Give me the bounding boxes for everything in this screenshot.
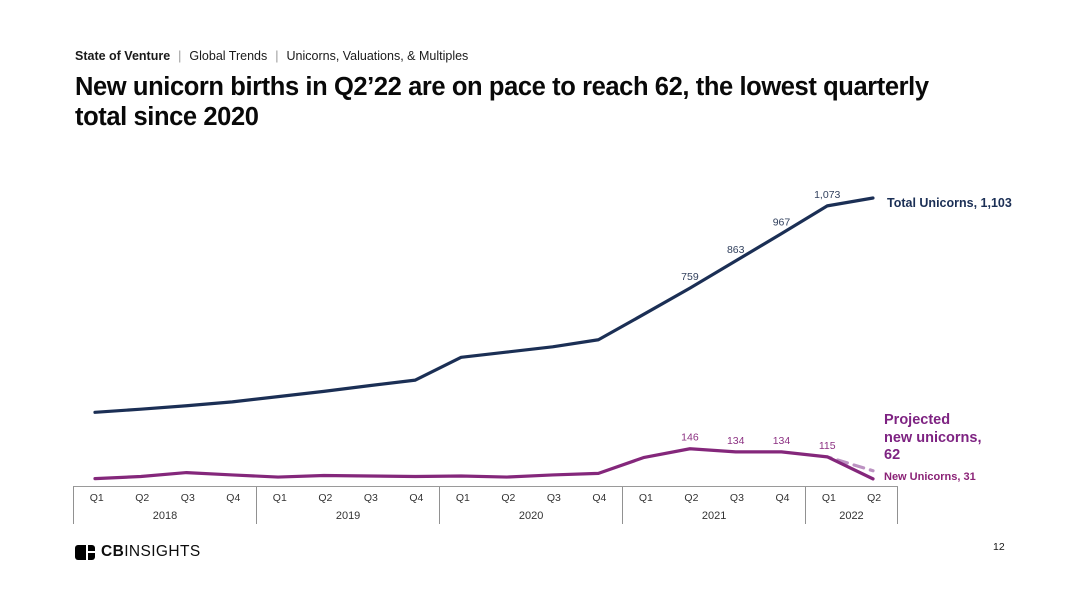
page-number: 12 <box>993 541 1005 553</box>
cbinsights-logo-text: CBINSIGHTS <box>101 543 201 561</box>
page-title: New unicorn births in Q2’22 are on pace … <box>75 72 929 132</box>
year-group-2019: Q1 Q2 Q3 Q4 2019 <box>257 487 441 524</box>
year-label: 2021 <box>701 510 727 522</box>
breadcrumb-separator: | <box>275 49 279 63</box>
new-unicorns-end-label: New Unicorns, 31 <box>884 471 976 483</box>
quarter-label: Q2 <box>867 492 882 504</box>
quarter-label: Q1 <box>455 492 470 504</box>
breadcrumb-report-title: State of Venture <box>75 49 171 63</box>
logo-text-regular: INSIGHTS <box>124 543 201 560</box>
x-axis-table: Q1 Q2 Q3 Q4 2018 Q1 Q2 Q3 Q4 2019 Q1 Q2 Q3 Q4 2020 Q1 Q2… <box>73 486 898 524</box>
projected-new-unicorns-label: Projected new unicorns, 62 <box>884 412 982 465</box>
cbinsights-logo: CBINSIGHTS <box>75 543 201 561</box>
total-unicorns-value-label: 759 <box>681 271 699 283</box>
quarter-label: Q3 <box>180 492 195 504</box>
projected-label-line-1: Projected <box>884 412 951 428</box>
logo-text-bold: CB <box>101 543 125 560</box>
year-label: 2020 <box>518 510 544 522</box>
breadcrumb-subsection: Unicorns, Valuations, & Multiples <box>286 49 469 63</box>
total-unicorns-end-label: Total Unicorns, 1,103 <box>887 196 1012 210</box>
quarter-label: Q2 <box>684 492 699 504</box>
year-group-2021: Q1 Q2 Q3 Q4 2021 <box>623 487 807 524</box>
year-group-2020: Q1 Q2 Q3 Q4 2020 <box>440 487 624 524</box>
breadcrumb-section: Global Trends <box>189 49 268 63</box>
quarter-label: Q1 <box>638 492 653 504</box>
cbinsights-logo-icon <box>75 544 95 560</box>
breadcrumb: State of Venture | Global Trends | Unicorns,… <box>75 49 468 63</box>
projected-label-line-3: 62 <box>884 447 901 463</box>
year-label: 2019 <box>335 510 361 522</box>
quarter-label: Q4 <box>592 492 607 504</box>
quarter-label: Q4 <box>226 492 241 504</box>
total-unicorns-value-label: 1,073 <box>814 189 840 201</box>
quarter-label: Q2 <box>501 492 516 504</box>
quarter-row: Q1 Q2 Q3 Q4 <box>74 487 256 508</box>
year-group-2022: Q1 Q2 2022 <box>806 487 898 524</box>
page-title-line-2: total since 2020 <box>75 103 259 131</box>
new-unicorns-value-label: 134 <box>773 435 791 447</box>
quarter-label: Q1 <box>272 492 287 504</box>
new-unicorns-value-label: 146 <box>681 432 699 444</box>
quarter-label: Q1 <box>89 492 104 504</box>
quarter-label: Q4 <box>409 492 424 504</box>
quarter-row: Q1 Q2 Q3 Q4 <box>623 487 805 508</box>
quarter-label: Q4 <box>775 492 790 504</box>
year-label: 2018 <box>152 510 178 522</box>
quarter-row: Q1 Q2 Q3 Q4 <box>257 487 439 508</box>
page-title-line-1: New unicorn births in Q2’22 are on pace … <box>75 73 929 101</box>
new-unicorns-value-label: 134 <box>727 435 745 447</box>
year-group-2018: Q1 Q2 Q3 Q4 2018 <box>74 487 258 524</box>
quarter-label: Q2 <box>318 492 333 504</box>
total-unicorns-value-label: 863 <box>727 244 745 256</box>
total-unicorns-value-label: 967 <box>773 217 791 229</box>
quarter-row: Q1 Q2 <box>806 487 897 508</box>
quarter-label: Q2 <box>135 492 150 504</box>
projected-new-unicorns-line <box>825 455 875 473</box>
quarter-label: Q1 <box>821 492 836 504</box>
quarter-label: Q3 <box>546 492 561 504</box>
quarter-label: Q3 <box>729 492 744 504</box>
quarter-row: Q1 Q2 Q3 Q4 <box>440 487 622 508</box>
logo-blocks-right <box>88 544 95 560</box>
breadcrumb-separator: | <box>178 49 182 63</box>
total-unicorns-line <box>93 196 875 414</box>
new-unicorns-value-label: 115 <box>819 440 836 452</box>
new-unicorns-line <box>93 447 875 481</box>
quarter-label: Q3 <box>363 492 378 504</box>
logo-block-bottom-right <box>88 553 95 560</box>
logo-block-left <box>75 544 86 560</box>
projected-label-line-2: new unicorns, <box>884 429 982 446</box>
year-label: 2022 <box>839 510 864 522</box>
logo-block-top-right <box>88 544 95 551</box>
